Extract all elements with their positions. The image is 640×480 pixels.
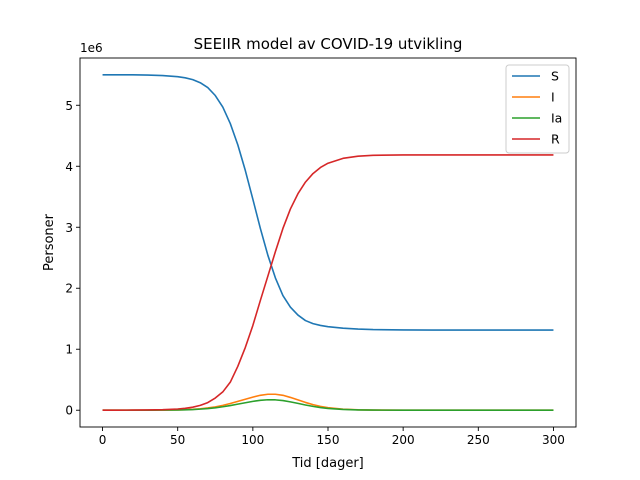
y-axis-ticks: 0 1 2 3 4 5 <box>65 99 80 418</box>
y-tick-label: 5 <box>65 99 73 113</box>
y-tick-label: 3 <box>65 221 73 235</box>
x-tick-label: 200 <box>392 433 415 447</box>
y-axis-offset-label: 1e6 <box>80 41 103 55</box>
x-tick-label: 300 <box>542 433 565 447</box>
x-tick-label: 100 <box>241 433 264 447</box>
x-axis-ticks: 0 50 100 150 200 250 300 <box>99 427 565 447</box>
x-tick-label: 0 <box>99 433 107 447</box>
legend-frame <box>505 64 570 154</box>
y-tick-label: 0 <box>65 404 73 418</box>
y-axis-label: Personer <box>42 213 57 271</box>
chart-title: SEEIIR model av COVID-19 utvikling <box>194 35 463 53</box>
legend-label-i: I <box>551 90 555 105</box>
y-tick-label: 2 <box>65 282 73 296</box>
x-tick-label: 50 <box>170 433 185 447</box>
y-tick-label: 1 <box>65 343 73 357</box>
series-line-ia <box>102 398 554 412</box>
x-tick-label: 150 <box>317 433 340 447</box>
series-line-s <box>102 73 554 331</box>
series-line-r <box>102 154 554 412</box>
legend-label-ia: Ia <box>551 111 562 126</box>
legend-label-s: S <box>551 69 559 84</box>
x-axis-label: Tid [dager] <box>291 456 364 471</box>
x-tick-label: 250 <box>467 433 490 447</box>
legend: SI Ia R <box>505 64 570 154</box>
y-tick-label: 4 <box>65 160 73 174</box>
series-lines <box>102 73 554 412</box>
legend-label-r: R <box>551 132 560 147</box>
